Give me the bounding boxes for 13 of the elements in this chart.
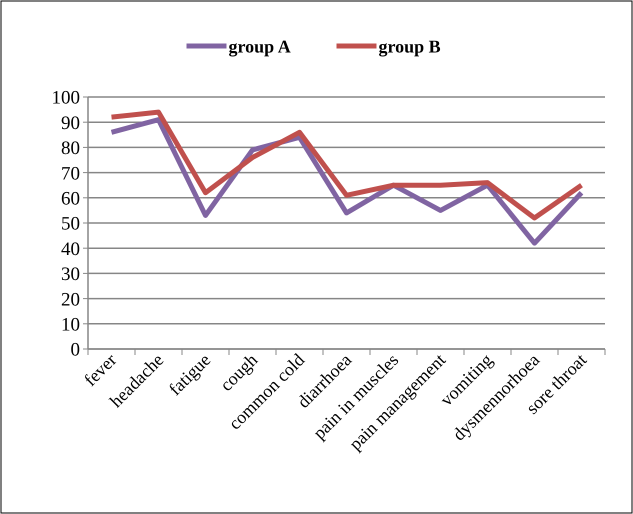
legend-label: group B	[378, 36, 441, 56]
y-tick-label: 10	[61, 314, 80, 336]
y-tick-label: 100	[52, 88, 80, 109]
y-tick-label: 30	[61, 264, 80, 286]
y-tick-label: 80	[61, 138, 80, 160]
legend-label: group A	[228, 36, 291, 56]
y-tick-label: 60	[61, 188, 80, 210]
y-tick-label: 70	[61, 163, 80, 184]
y-tick-label: 90	[61, 112, 80, 134]
y-tick-label: 20	[61, 289, 80, 310]
y-tick-label: 50	[61, 214, 80, 235]
y-tick-label: 0	[70, 340, 80, 361]
y-tick-label: 40	[61, 238, 80, 260]
